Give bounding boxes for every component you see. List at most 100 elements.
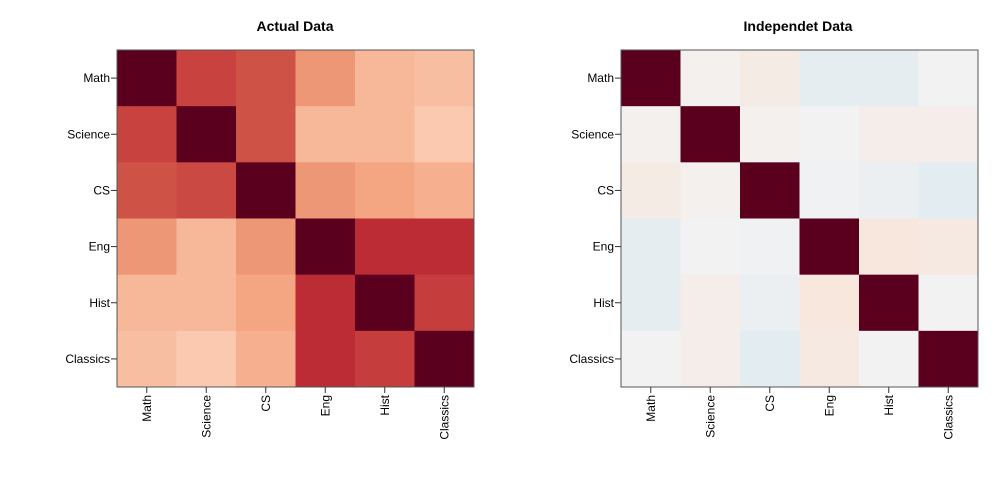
heatmap-cell <box>117 106 177 163</box>
x-axis: Math Science CS Eng Hist Classics <box>140 387 451 440</box>
y-tick-label: Hist <box>593 296 614 310</box>
heatmap-cell <box>414 218 475 276</box>
chart-title: Actual Data <box>256 18 333 34</box>
heatmap-cell <box>680 50 741 107</box>
heatmap-cell <box>414 162 475 219</box>
heatmap-cell <box>621 330 681 388</box>
y-tick-label: Math <box>587 71 614 85</box>
x-tick-label: Science <box>703 395 717 438</box>
heatmap-cell <box>740 106 800 163</box>
heatmap-cell <box>176 50 237 107</box>
heatmap-cell <box>680 274 741 332</box>
x-tick-label: Classics <box>941 395 955 440</box>
heatmap-cell <box>295 162 356 219</box>
chart-title: Independet Data <box>744 18 853 34</box>
heatmap-cell <box>621 274 681 332</box>
heatmap-cell <box>236 106 296 163</box>
heatmap-cell <box>176 218 237 276</box>
heatmap-cell <box>236 50 296 107</box>
x-tick-label: CS <box>763 395 777 412</box>
heatmap-cell <box>918 50 979 107</box>
heatmap-cell <box>799 50 860 107</box>
heatmap-cell <box>859 274 919 332</box>
heatmap-cell <box>799 106 860 163</box>
heatmap-cell <box>740 218 800 276</box>
heatmap-cell <box>176 106 237 163</box>
heatmap-cell <box>918 218 979 276</box>
heatmap-cell <box>355 330 415 388</box>
x-axis: Math Science CS Eng Hist Classics <box>644 387 955 440</box>
x-tick-label: Hist <box>882 394 896 415</box>
heatmap-cell <box>295 274 356 332</box>
heatmap-cell <box>859 218 919 276</box>
heatmap-cell <box>117 162 177 219</box>
y-tick-label: Science <box>67 127 110 141</box>
heatmap-cell <box>117 330 177 388</box>
heatmap-cell <box>295 218 356 276</box>
heatmap-cell <box>859 162 919 219</box>
heatmap-cell <box>621 106 681 163</box>
heatmap-cell <box>414 330 475 388</box>
x-tick-label: Math <box>644 395 658 422</box>
heatmap-cell <box>355 106 415 163</box>
heatmap-cell <box>918 274 979 332</box>
heatmap-cell <box>621 218 681 276</box>
x-tick-label: Classics <box>437 395 451 440</box>
y-tick-label: Hist <box>89 296 110 310</box>
heatmap-cell <box>740 162 800 219</box>
heatmap-cell <box>117 218 177 276</box>
heatmap-cell <box>740 330 800 388</box>
heatmap-cell <box>680 162 741 219</box>
heatmap-cell <box>859 50 919 107</box>
heatmap-cell <box>117 50 177 107</box>
y-tick-label: Science <box>571 127 614 141</box>
heatmap-cell <box>176 162 237 219</box>
heatmap-cell <box>117 274 177 332</box>
x-tick-label: Hist <box>378 394 392 415</box>
x-tick-label: Eng <box>822 395 836 416</box>
heatmap-cell <box>295 106 356 163</box>
heatmap-cell <box>355 274 415 332</box>
independent-data-heatmap: Independet Data Math Science CS Eng Hist Clas… <box>569 18 979 440</box>
x-tick-label: Eng <box>318 395 332 416</box>
heatmap-cell <box>859 106 919 163</box>
y-tick-label: Math <box>83 71 110 85</box>
heatmap-cell <box>740 50 800 107</box>
heatmap-cell <box>859 330 919 388</box>
heatmap-cells <box>117 50 475 388</box>
heatmap-cell <box>680 218 741 276</box>
y-tick-label: CS <box>93 183 110 197</box>
y-tick-label: CS <box>597 183 614 197</box>
heatmap-cell <box>414 106 475 163</box>
heatmap-cell <box>918 162 979 219</box>
x-tick-label: CS <box>259 395 273 412</box>
y-axis: Math Science CS Eng Hist Classics <box>65 71 117 366</box>
heatmap-cell <box>176 330 237 388</box>
heatmap-cell <box>236 330 296 388</box>
heatmap-cell <box>355 50 415 107</box>
y-axis: Math Science CS Eng Hist Classics <box>569 71 621 366</box>
heatmap-cell <box>414 50 475 107</box>
heatmap-cell <box>295 330 356 388</box>
heatmap-cell <box>355 218 415 276</box>
plot-frame <box>620 49 979 388</box>
y-tick-label: Eng <box>89 240 110 254</box>
heatmap-cell <box>621 162 681 219</box>
heatmap-cell <box>176 274 237 332</box>
heatmap-cell <box>799 330 860 388</box>
heatmap-cells <box>621 50 979 388</box>
heatmap-cell <box>236 162 296 219</box>
y-tick-label: Classics <box>569 352 614 366</box>
heatmap-cell <box>295 50 356 107</box>
plot-frame <box>116 49 475 388</box>
y-tick-label: Classics <box>65 352 110 366</box>
x-tick-label: Math <box>140 395 154 422</box>
heatmap-cell <box>355 162 415 219</box>
heatmap-cell <box>740 274 800 332</box>
heatmap-cell <box>680 330 741 388</box>
heatmap-cell <box>414 274 475 332</box>
y-tick-label: Eng <box>593 240 614 254</box>
heatmap-cell <box>799 218 860 276</box>
heatmap-cell <box>236 274 296 332</box>
